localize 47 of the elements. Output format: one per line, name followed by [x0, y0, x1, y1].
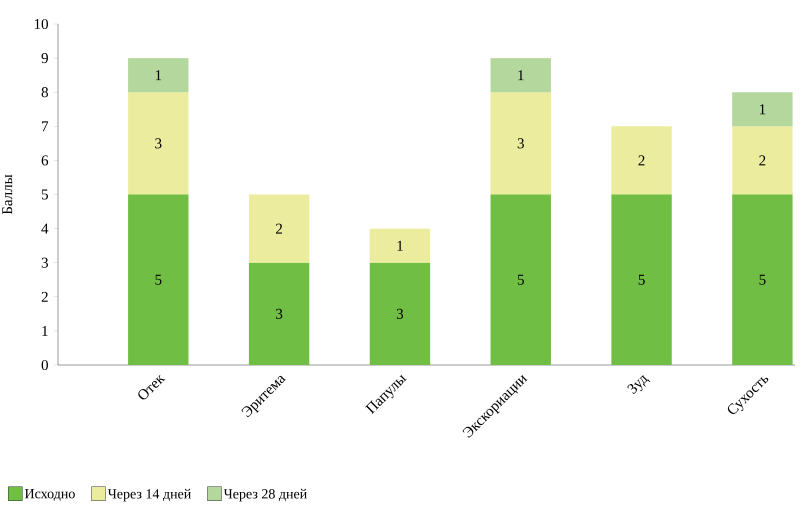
bar — [248, 262, 310, 365]
bar — [732, 194, 793, 365]
bar — [611, 126, 672, 194]
legend-label: Исходно — [24, 489, 75, 501]
y-axis-title: Баллы — [2, 174, 12, 214]
bar — [490, 92, 551, 194]
y-tick-label: 10 — [34, 18, 48, 30]
y-tick-label: 7 — [42, 121, 48, 132]
data-label: 1 — [156, 70, 162, 80]
y-tick-label: 8 — [42, 87, 48, 98]
data-label: 5 — [155, 274, 162, 285]
data-label: 3 — [276, 308, 282, 319]
y-tick-label: 3 — [42, 258, 48, 268]
y-tick-label: 6 — [42, 155, 48, 166]
data-label: 5 — [518, 274, 524, 285]
bar — [128, 92, 188, 194]
bar — [128, 194, 188, 365]
data-label: 1 — [518, 70, 524, 80]
y-tick-label: 5 — [42, 190, 48, 200]
bar — [370, 228, 430, 263]
y-tick-label: 2 — [42, 292, 48, 302]
data-label: 3 — [518, 138, 524, 148]
x-tick-label: Зуд — [627, 374, 650, 394]
bar — [490, 58, 551, 92]
data-label: 5 — [638, 274, 645, 285]
bar — [490, 194, 551, 365]
data-label: 3 — [396, 308, 404, 319]
legend-label: Через 14 дней — [108, 488, 191, 502]
data-label: 1 — [397, 240, 403, 251]
legend-label: Через 28 дней — [224, 488, 307, 502]
bar — [732, 92, 793, 126]
bar — [248, 194, 310, 263]
bar — [128, 58, 188, 92]
data-label: 2 — [759, 155, 766, 166]
bar — [611, 194, 672, 365]
data-label: 5 — [760, 274, 766, 285]
y-tick-label: 1 — [42, 326, 48, 336]
y-tick-label: 4 — [41, 224, 48, 234]
bar — [732, 126, 793, 194]
data-label: 2 — [638, 155, 644, 166]
y-tick-label: 9 — [42, 53, 48, 64]
data-label: 2 — [276, 224, 282, 234]
data-label: 1 — [760, 104, 766, 114]
data-label: 3 — [155, 138, 162, 148]
bar — [370, 262, 430, 365]
y-tick-label: 0 — [42, 360, 48, 370]
x-tick-label: Отек — [138, 374, 166, 400]
